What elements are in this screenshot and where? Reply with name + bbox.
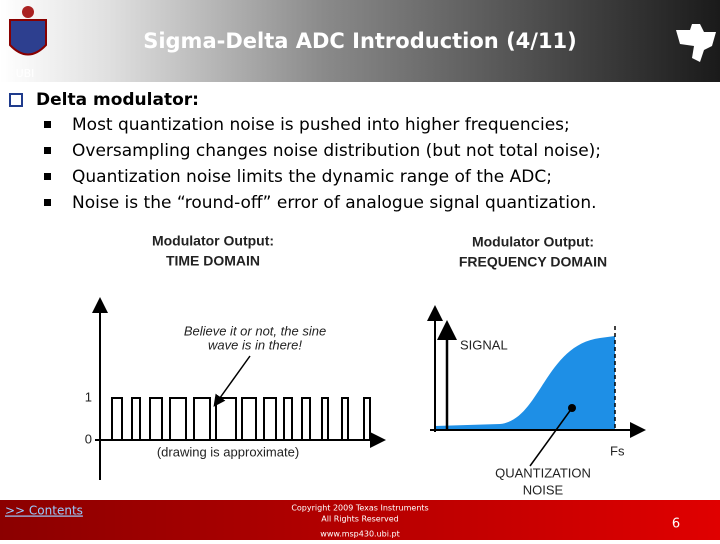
figure-title: Modulator Output: [472,234,594,250]
signal-label: SIGNAL [460,337,508,352]
crest-logo [9,6,47,56]
url: www.msp430.ubi.pt [320,530,399,539]
fs-label: Fs [610,443,625,458]
bullet-marker [44,199,51,206]
footer-bar [0,500,720,540]
logo-label: UBI [16,67,35,80]
bullet-list: Most quantization noise is pushed into h… [44,115,601,213]
heading-marker [9,93,23,107]
figure-title: Modulator Output: [152,233,274,249]
noise-label: QUANTIZATION [495,465,591,480]
annotation: wave is in there! [208,337,302,352]
slide-title: Sigma-Delta ADC Introduction (4/11) [143,29,577,53]
annotation: Believe it or not, the sine [184,323,326,338]
header-bar [0,0,720,82]
bullet-text: Noise is the “round-off” error of analog… [72,193,597,213]
ti-logo [676,24,716,62]
heading: Delta modulator: [36,90,199,110]
note: (drawing is approximate) [157,444,299,459]
bullet-marker [44,121,51,128]
bullet-marker [44,173,51,180]
figure-title: TIME DOMAIN [166,253,260,269]
level-label: 0 [85,431,92,446]
level-label: 1 [85,389,92,404]
bullet-text: Quantization noise limits the dynamic ra… [72,167,552,187]
bullet-marker [44,147,51,154]
noise-label: NOISE [523,482,564,497]
figure-title: FREQUENCY DOMAIN [459,254,607,270]
copyright: All Rights Reserved [321,515,398,524]
page-number: 6 [672,517,680,532]
frequency-domain-figure: Modulator Output: FREQUENCY DOMAIN SIGNA… [427,234,646,497]
copyright: Copyright 2009 Texas Instruments [291,504,428,513]
time-domain-figure: Modulator Output: TIME DOMAIN 1 0 Believ… [85,233,386,480]
bullet-text: Oversampling changes noise distribution … [72,141,601,161]
contents-link[interactable]: >> Contents [5,504,83,518]
bullet-text: Most quantization noise is pushed into h… [72,115,570,135]
